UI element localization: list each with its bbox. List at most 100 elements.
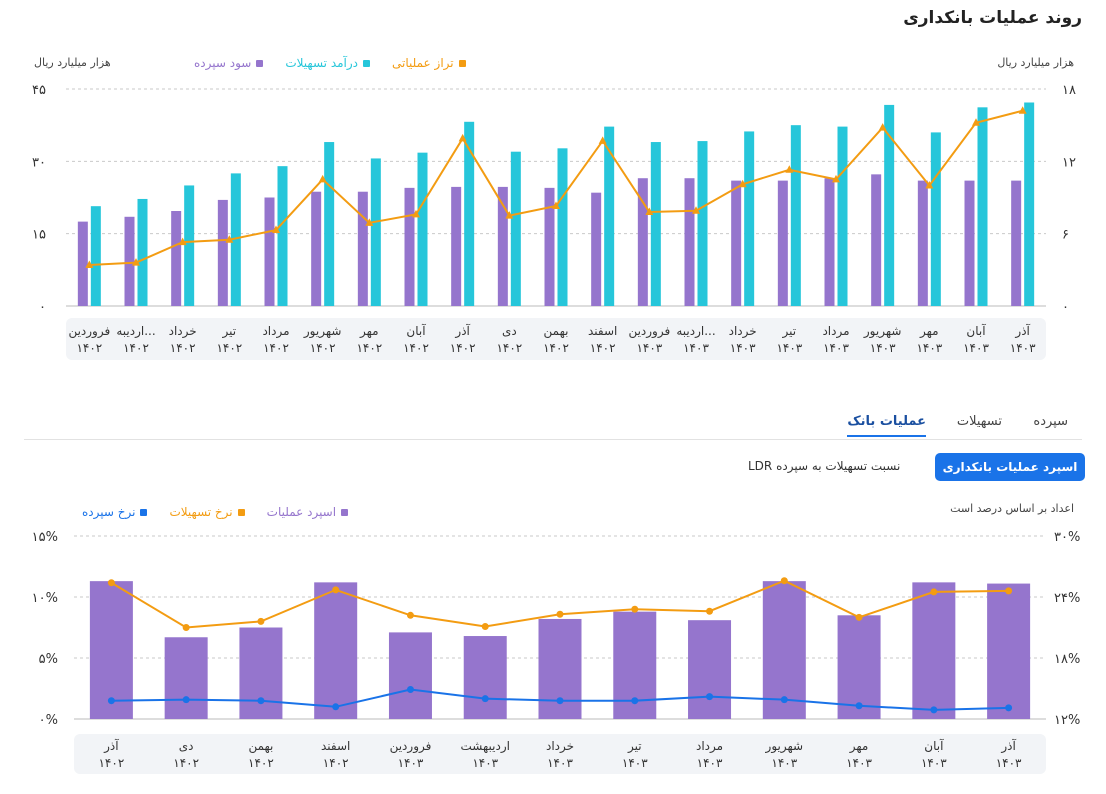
x-tick-label: فروردین (628, 324, 670, 339)
y-right-tick-label: ۱۸% (1054, 652, 1080, 667)
point-loan-rate (706, 607, 714, 615)
legend-item-loan-rate[interactable]: نرخ تسهیلات (169, 505, 245, 519)
bar-deposit-interest (591, 192, 602, 306)
legend-label: اسپرد عملیات (266, 505, 337, 519)
point-loan-rate (780, 577, 788, 585)
tab-bank-operations[interactable]: عملیات بانک (847, 414, 926, 437)
bar-operating-spread (987, 583, 1031, 719)
y-right-tick-label: ۱۲% (1054, 713, 1080, 728)
x-axis-band (74, 734, 1046, 774)
bar-loan-income (930, 132, 941, 306)
top-legend: تراز عملیاتی درآمد تسهیلات سود سپرده (194, 56, 466, 70)
bar-deposit-interest (77, 221, 88, 306)
point-operating-balance (738, 179, 747, 188)
right-axis-unit: هزار میلیارد ریال (997, 56, 1074, 69)
legend-item-spread[interactable]: اسپرد عملیات (266, 505, 349, 519)
bar-loan-income (90, 206, 101, 306)
legend-swatch-icon (140, 508, 148, 516)
x-tick-label: ۱۴۰۲ (216, 341, 242, 355)
point-deposit-rate (481, 695, 489, 703)
x-tick-label: ۱۴۰۲ (323, 756, 349, 770)
bar-deposit-interest (964, 180, 975, 306)
bar-deposit-interest (777, 180, 788, 306)
bottom-unit-note: اعداد بر اساس درصد است (950, 502, 1074, 515)
bar-deposit-interest (357, 191, 368, 306)
bar-operating-spread (837, 615, 881, 719)
point-loan-rate (556, 610, 564, 618)
point-loan-rate (930, 588, 938, 596)
legend-item-deposit-rate[interactable]: نرخ سپرده (82, 505, 148, 519)
legend-swatch-icon (341, 508, 349, 516)
point-loan-rate (1005, 587, 1013, 595)
x-tick-label: دی (179, 739, 194, 753)
bar-operating-spread (89, 581, 133, 719)
legend-item-operating-balance[interactable]: تراز عملیاتی (392, 56, 466, 70)
x-tick-label: ۱۴۰۲ (356, 341, 382, 355)
legend-item-deposit-interest[interactable]: سود سپرده (194, 56, 264, 70)
y-left-tick-label: ۰ (39, 300, 46, 315)
x-tick-label: ۱۴۰۳ (697, 756, 723, 770)
bar-operating-spread (762, 581, 806, 719)
bar-operating-spread (688, 620, 732, 719)
bar-loan-income (417, 152, 428, 306)
x-tick-label: ۱۴۰۳ (823, 341, 849, 355)
y-left-tick-label: ۰% (39, 713, 58, 728)
x-tick-label: ۱۴۰۳ (916, 341, 942, 355)
bar-deposit-interest (217, 199, 228, 306)
legend-swatch-icon (256, 59, 264, 67)
point-deposit-rate (930, 706, 938, 714)
x-tick-label: مهر (359, 324, 379, 339)
bar-loan-income (184, 185, 195, 306)
bar-deposit-interest (917, 180, 928, 306)
x-tick-label: ۱۴۰۳ (730, 341, 756, 355)
bar-loan-income (837, 126, 848, 306)
spread-button[interactable]: اسپرد عملیات بانکداری (935, 453, 1085, 481)
bar-deposit-interest (824, 178, 835, 306)
legend-label: نرخ تسهیلات (169, 505, 233, 519)
point-operating-balance (365, 218, 374, 226)
y-left-tick-label: ۳۰ (32, 155, 46, 170)
point-operating-balance (598, 136, 607, 144)
x-tick-label: آبان (966, 323, 986, 338)
x-tick-label: ۱۴۰۳ (921, 756, 947, 770)
bar-loan-income (277, 166, 288, 306)
x-tick-label: تیر (782, 324, 797, 339)
point-deposit-rate (182, 696, 190, 704)
x-tick-label: ۱۴۰۳ (683, 341, 709, 355)
point-operating-balance (552, 201, 560, 209)
tab-deposit[interactable]: سپرده (1033, 414, 1068, 429)
bar-loan-income (1024, 102, 1035, 306)
point-operating-balance (785, 165, 794, 173)
y-right-tick-label: ۱۸ (1062, 83, 1076, 98)
x-tick-label: ۱۴۰۲ (263, 341, 289, 355)
bar-loan-income (604, 126, 615, 306)
y-right-tick-label: ۱۲ (1062, 155, 1076, 170)
x-tick-label: ۱۴۰۲ (170, 341, 196, 355)
point-deposit-rate (780, 696, 788, 704)
x-tick-label: آذر (1000, 738, 1016, 754)
x-tick-label: اردیبهشت (461, 739, 510, 754)
y-left-tick-label: ۴۵ (32, 83, 46, 98)
x-tick-label: خرداد (729, 324, 757, 339)
ldr-option[interactable]: نسبت تسهیلات به سپرده LDR (748, 459, 901, 473)
x-tick-label: تیر (627, 739, 642, 754)
legend-label: نرخ سپرده (82, 505, 136, 519)
x-tick-label: ۱۴۰۳ (547, 756, 573, 770)
bar-deposit-interest (637, 178, 648, 306)
bottom-legend: اسپرد عملیات نرخ تسهیلات نرخ سپرده (82, 505, 349, 519)
bar-operating-spread (388, 632, 432, 719)
bar-deposit-interest (544, 187, 555, 306)
legend-item-loan-income[interactable]: درآمد تسهیلات (285, 56, 371, 70)
tab-loans[interactable]: تسهیلات (956, 414, 1002, 429)
point-operating-balance (132, 258, 140, 266)
bar-deposit-interest (731, 180, 742, 306)
x-tick-label: مهر (919, 324, 939, 339)
y-right-tick-label: ۰ (1062, 300, 1069, 315)
bar-deposit-interest (451, 186, 462, 306)
bar-loan-income (557, 148, 568, 306)
x-tick-label: ۱۴۰۲ (76, 341, 102, 355)
x-tick-label: خرداد (169, 324, 197, 339)
point-operating-balance (692, 206, 700, 214)
point-operating-balance (225, 235, 234, 243)
point-operating-balance (925, 180, 934, 189)
